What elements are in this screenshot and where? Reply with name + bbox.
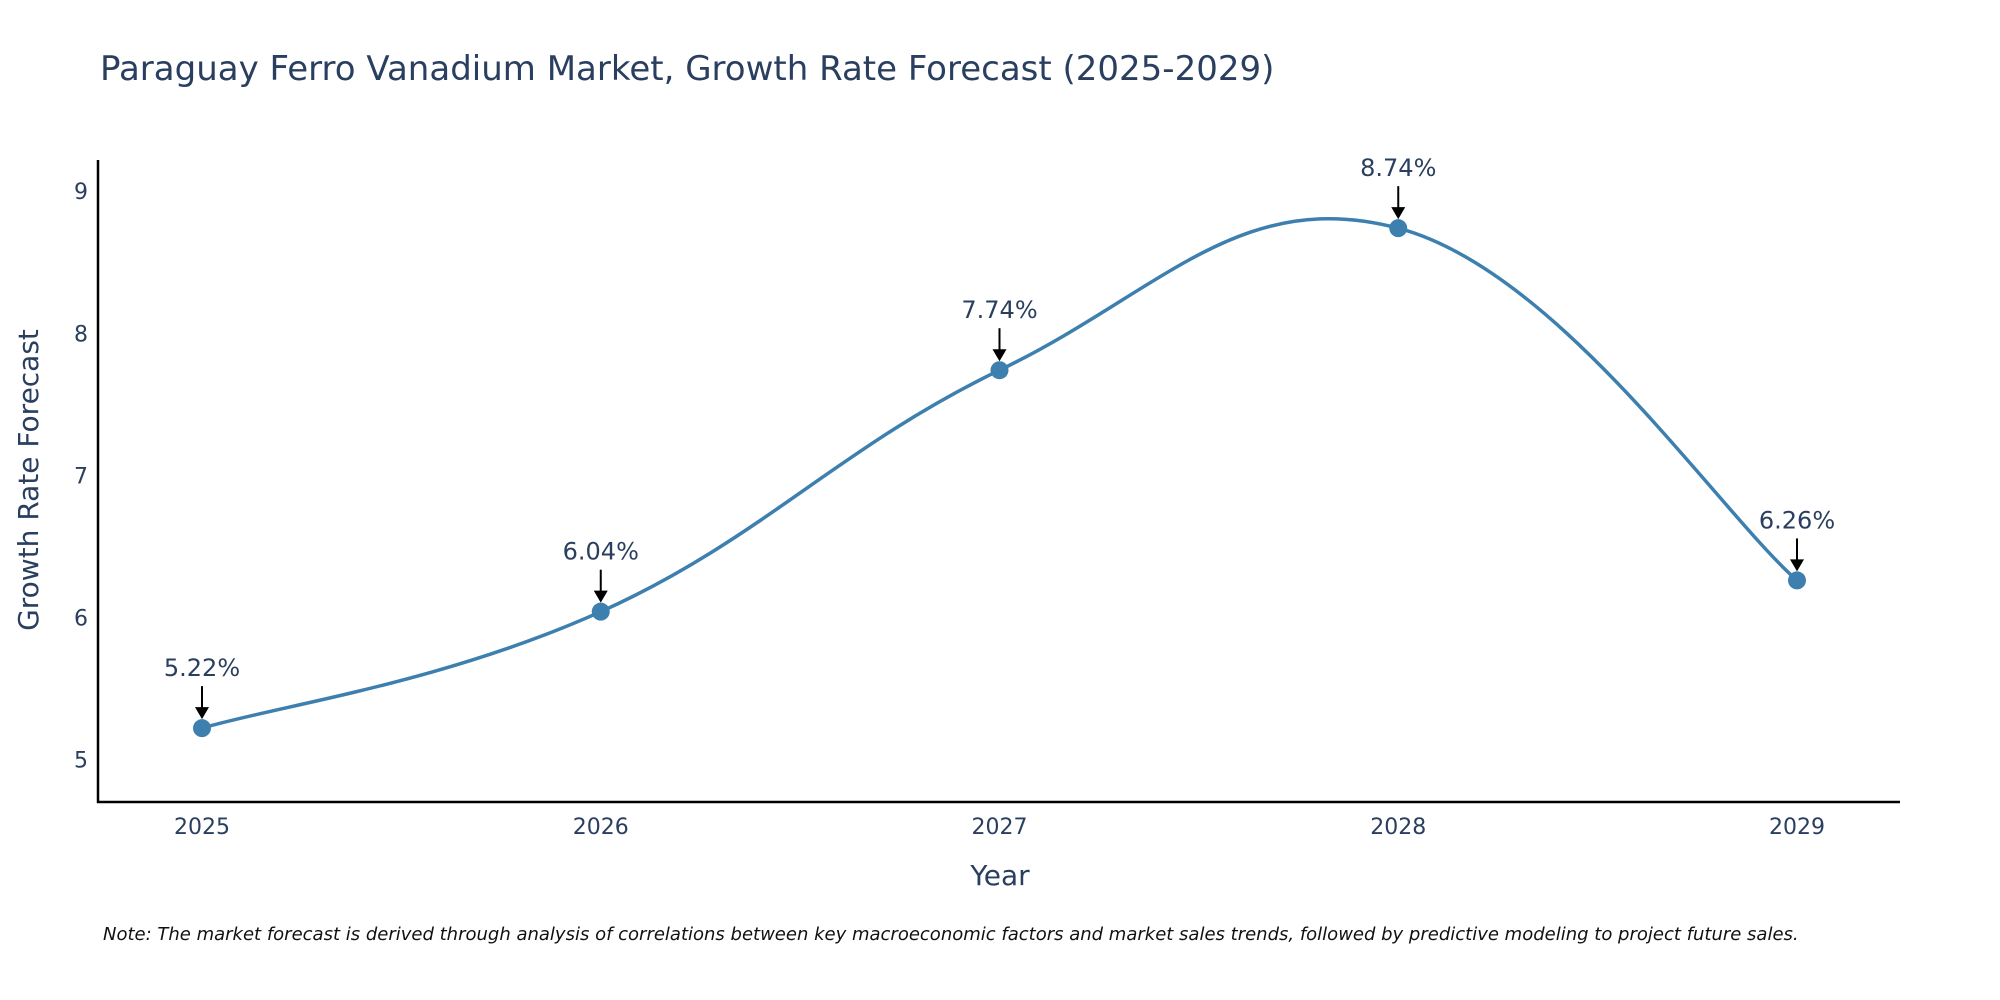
y-tick-label: 5 <box>74 748 88 773</box>
y-tick-label: 6 <box>74 606 88 631</box>
plot-area: 5 6 7 8 9 2025 2026 2027 2028 2029 5.22% 6.04% 7.7… <box>74 154 1900 840</box>
annotation-2027: 7.74% <box>961 296 1038 362</box>
y-tick-label: 8 <box>74 322 88 347</box>
annotation-arrow-head <box>593 590 608 603</box>
series-line <box>201 217 1799 730</box>
data-point-2026 <box>591 602 610 621</box>
annotation-arrow-head <box>1391 207 1406 220</box>
data-point-2025 <box>193 719 211 738</box>
x-tick-label: 2028 <box>1370 815 1426 840</box>
annotation-arrow-head <box>992 349 1007 362</box>
x-axis-title: Year <box>969 859 1030 892</box>
annotation-2026: 6.04% <box>563 538 639 603</box>
y-tick-label: 9 <box>74 180 88 205</box>
y-axis-title: Growth Rate Forecast <box>12 329 45 631</box>
annotation-2028: 8.74% <box>1360 154 1436 220</box>
data-label: 5.22% <box>164 654 240 682</box>
annotation-2025: 5.22% <box>164 654 240 720</box>
x-ticks: 2025 2026 2027 2028 2029 <box>174 815 1825 840</box>
data-points <box>193 219 1806 738</box>
data-label: 7.74% <box>961 296 1037 324</box>
data-label: 6.26% <box>1759 506 1835 534</box>
annotation-2029: 6.26% <box>1759 506 1835 572</box>
annotation-arrow-head <box>1790 559 1804 572</box>
annotations: 5.22% 6.04% 7.74% 8.74% 6.26% <box>164 154 1835 720</box>
footnote: Note: The market forecast is derived thr… <box>103 924 1799 945</box>
data-point-2029 <box>1788 571 1806 590</box>
y-tick-label: 7 <box>74 464 88 489</box>
annotation-arrow-head <box>195 707 209 720</box>
x-tick-label: 2029 <box>1769 815 1825 840</box>
data-label: 6.04% <box>563 538 639 566</box>
y-ticks: 5 6 7 8 9 <box>74 180 88 773</box>
x-tick-label: 2026 <box>573 815 629 840</box>
x-tick-label: 2025 <box>174 815 230 840</box>
data-point-2027 <box>990 361 1009 380</box>
x-tick-label: 2027 <box>972 815 1028 840</box>
data-point-2028 <box>1389 219 1408 238</box>
data-label: 8.74% <box>1360 154 1436 182</box>
chart-title: Paraguay Ferro Vanadium Market, Growth R… <box>100 49 1274 89</box>
